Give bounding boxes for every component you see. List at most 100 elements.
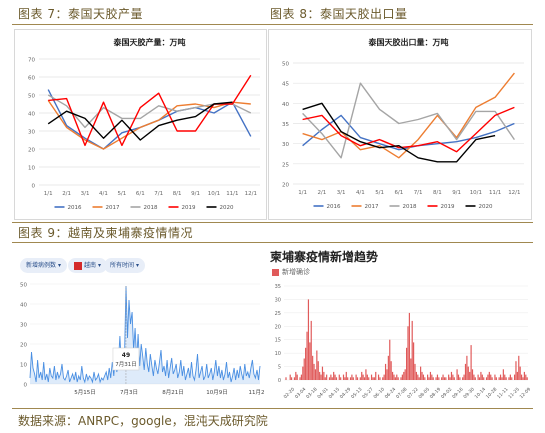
cambodia-bar bbox=[300, 374, 303, 380]
cambodia-x-tick-label: 02-20 bbox=[283, 386, 297, 400]
vietnam-x-tick-label: 5月15日 bbox=[74, 389, 96, 396]
export-y-tick-label: 25 bbox=[282, 162, 289, 168]
cambodia-bar bbox=[499, 374, 502, 380]
cambodia-bar bbox=[508, 377, 510, 380]
cambodia-bar bbox=[414, 363, 416, 380]
export-legend-label-2020: 2020 bbox=[479, 204, 493, 210]
cambodia-bar bbox=[469, 371, 471, 380]
cambodia-bar bbox=[490, 374, 492, 380]
cambodia-bar bbox=[480, 371, 482, 380]
vietnam-y-tick-label: 30 bbox=[20, 323, 27, 329]
cambodia-bar bbox=[526, 377, 528, 380]
cambodia-bar bbox=[382, 377, 384, 380]
vietnam-y-tick-label: 10 bbox=[20, 363, 27, 369]
country-dropdown[interactable]: 越南 ▾ bbox=[68, 258, 107, 273]
cambodia-bar bbox=[491, 377, 493, 380]
cambodia-bar bbox=[485, 377, 488, 380]
cambodia-bar bbox=[366, 374, 368, 380]
cambodia-bar bbox=[522, 377, 524, 380]
cambodia-y-tick-label: 0 bbox=[278, 378, 281, 384]
cambodia-bar bbox=[516, 371, 518, 380]
cambodia-bar bbox=[442, 374, 444, 380]
cambodia-bar bbox=[495, 377, 497, 380]
production-x-tick-label: 4/1 bbox=[99, 191, 108, 197]
cambodia-x-tick-label: 09-02 bbox=[440, 386, 454, 400]
cambodia-bar bbox=[459, 377, 461, 380]
cambodia-bar bbox=[471, 369, 474, 380]
export-x-tick-label: 10/1 bbox=[470, 190, 482, 196]
production-x-tick-label: 9/1 bbox=[191, 191, 200, 197]
cambodia-bar bbox=[317, 361, 319, 380]
cambodia-bar bbox=[319, 371, 321, 380]
cambodia-bar bbox=[310, 320, 312, 380]
cambodia-bar bbox=[323, 371, 325, 380]
cambodia-bar bbox=[483, 377, 485, 380]
production-x-tick-label: 6/1 bbox=[136, 191, 145, 197]
production-legend-label-2018: 2018 bbox=[144, 205, 158, 211]
cambodia-x-tick-label: 04-15 bbox=[328, 386, 342, 400]
production-y-tick-label: 20 bbox=[28, 148, 35, 154]
vietnam-x-tick-label: 7月3日 bbox=[120, 389, 138, 396]
cambodia-bar bbox=[428, 377, 430, 380]
cambodia-bar bbox=[488, 371, 490, 380]
cambodia-bar bbox=[464, 363, 467, 380]
period-dropdown[interactable]: 所有时间 ▾ bbox=[104, 258, 145, 273]
header-divider-mid-bottom bbox=[12, 242, 533, 243]
cambodia-bar bbox=[313, 363, 315, 380]
production-y-tick-label: 60 bbox=[28, 76, 35, 82]
production-y-tick-label: 10 bbox=[28, 166, 35, 172]
vietnam-y-tick-label: 50 bbox=[20, 283, 27, 289]
cambodia-x-tick-label: 03-04 bbox=[294, 386, 308, 400]
cambodia-bar bbox=[306, 331, 308, 380]
export-series-line-2016 bbox=[302, 114, 515, 151]
cambodia-x-tick-label: 11-11 bbox=[496, 386, 510, 400]
cambodia-bar bbox=[467, 366, 469, 380]
cambodia-bar bbox=[349, 377, 352, 380]
export-x-tick-label: 1/1 bbox=[298, 190, 307, 196]
export-legend-label-2016: 2016 bbox=[327, 204, 341, 210]
production-x-tick-label: 11/1 bbox=[226, 191, 238, 197]
cambodia-bar bbox=[407, 326, 409, 380]
cambodia-bar bbox=[363, 377, 366, 380]
cambodia-bar bbox=[473, 374, 475, 380]
cambodia-bar bbox=[452, 374, 454, 380]
cambodia-y-tick-label: 35 bbox=[275, 284, 281, 290]
cambodia-bar bbox=[302, 366, 304, 380]
export-series-line-2019 bbox=[302, 106, 515, 153]
export-title: 泰国天胶出口量：万吨 bbox=[368, 37, 449, 47]
vietnam-cases-svg: 0 10 20 30 40 50 5月15日 7月3日 8月21日 10月9日 11月27日 49 7月… bbox=[20, 283, 264, 397]
cambodia-bar bbox=[309, 342, 311, 380]
vietnam-tooltip-value: 49 bbox=[122, 352, 130, 359]
vietnam-cases-line bbox=[29, 285, 261, 384]
cambodia-bar bbox=[431, 374, 433, 380]
export-x-tick-label: 9/1 bbox=[452, 190, 461, 196]
export-series-line-2020 bbox=[302, 102, 496, 163]
production-y-tick-label: 30 bbox=[28, 130, 35, 136]
export-x-tick-label: 3/1 bbox=[337, 190, 346, 196]
cambodia-bar bbox=[333, 371, 335, 380]
thailand-production-svg: 泰国天胶产量：万吨 0 10 20 30 40 50 60 70 1/1 2/1 3/1 4/1 5/1 6… bbox=[28, 37, 260, 211]
cambodia-bar bbox=[320, 374, 322, 380]
cambodia-bar bbox=[365, 369, 367, 380]
cambodia-bar bbox=[502, 369, 504, 380]
cambodia-legend-swatch bbox=[272, 269, 279, 276]
figure-7-title: 图表 7：泰国天胶产量 bbox=[18, 7, 143, 21]
cambodia-bar bbox=[331, 377, 333, 380]
cambodia-bar bbox=[457, 374, 460, 380]
export-legend-label-2017: 2017 bbox=[365, 204, 379, 210]
cambodia-y-tick-label: 5 bbox=[278, 365, 281, 371]
cambodia-bar bbox=[289, 374, 291, 380]
cambodia-cases-svg: 0510152025303502-2003-0403-1804-0104-150… bbox=[275, 284, 533, 400]
cambodia-bar bbox=[324, 377, 326, 380]
cambodia-bar bbox=[391, 371, 394, 380]
export-series-line-2017 bbox=[302, 72, 515, 159]
cambodia-bar bbox=[519, 366, 521, 380]
metric-dropdown[interactable]: 新增病例数 ▾ bbox=[20, 258, 67, 273]
cambodia-bar bbox=[449, 377, 451, 380]
chevron-down-icon: ▾ bbox=[57, 262, 61, 269]
cambodia-bar bbox=[334, 374, 336, 380]
cambodia-bar bbox=[351, 374, 353, 380]
cambodia-bar bbox=[299, 377, 301, 380]
production-x-tick-label: 5/1 bbox=[117, 191, 126, 197]
cambodia-bar bbox=[386, 369, 388, 380]
